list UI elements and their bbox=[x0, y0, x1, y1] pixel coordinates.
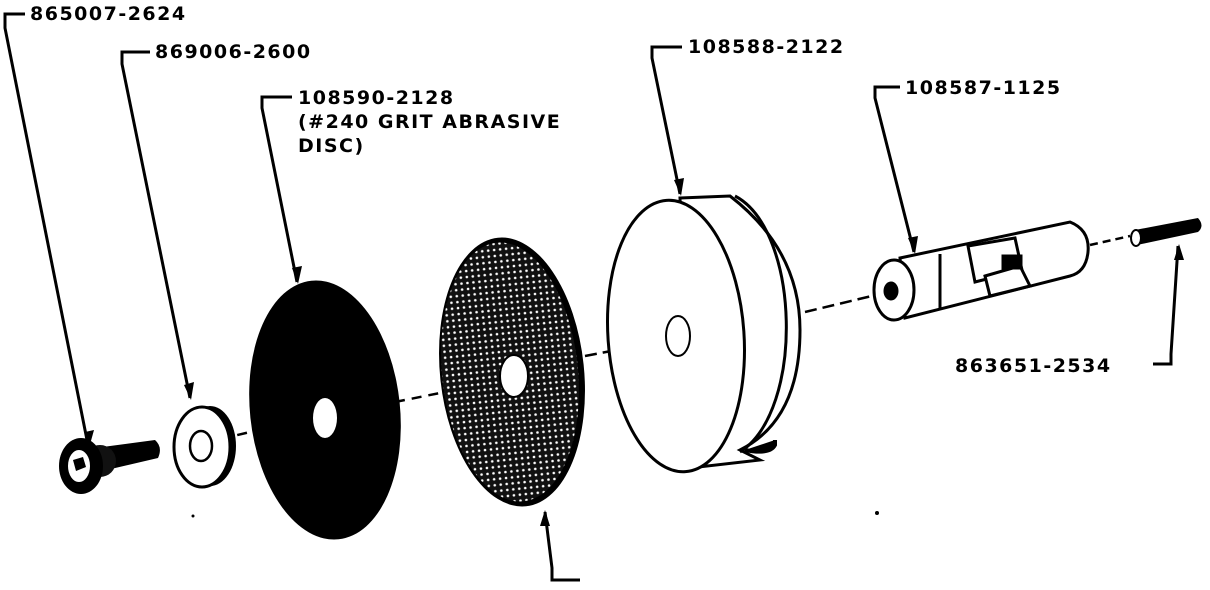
label-washer-part-number: 869006-2600 bbox=[155, 41, 312, 63]
label-pin-part-number: 863651-2534 bbox=[955, 355, 1112, 377]
scan-specks bbox=[191, 511, 879, 518]
adapter-shaft bbox=[872, 220, 1090, 322]
label-wheel-part-number: 108588-2122 bbox=[688, 36, 845, 58]
leader-arrows bbox=[85, 178, 1184, 526]
socket-head-screw bbox=[59, 438, 160, 494]
label-adapter-part-number: 108587-1125 bbox=[905, 77, 1062, 99]
label-abrasive-disc-description-end: DISC) bbox=[298, 135, 365, 157]
label-screw-part-number: 865007-2624 bbox=[30, 3, 187, 25]
label-abrasive-disc-description: (#240 GRIT ABRASIVE bbox=[298, 111, 562, 133]
washer bbox=[172, 405, 236, 489]
grinding-wheel bbox=[606, 194, 802, 474]
abrasive-disc bbox=[249, 280, 401, 540]
mesh-disc bbox=[439, 237, 585, 507]
label-abrasive-disc-part-number: 108590-2128 bbox=[298, 87, 455, 109]
pin bbox=[1130, 218, 1202, 247]
leader-lines bbox=[3, 12, 1180, 582]
